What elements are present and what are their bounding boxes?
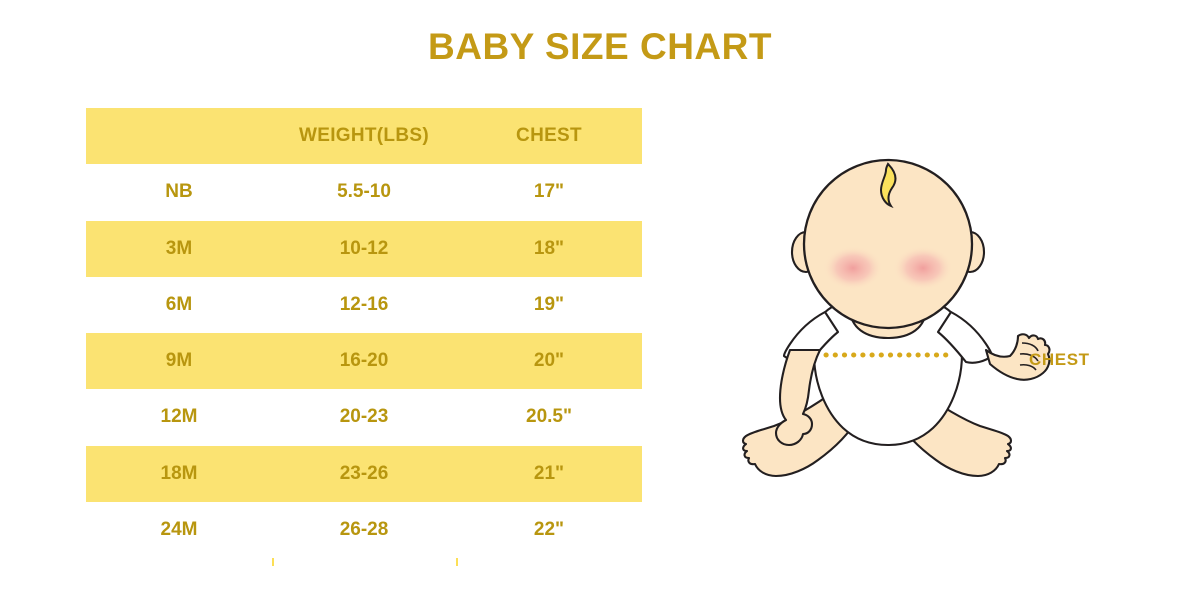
cell-size: 24M — [86, 501, 272, 558]
cell-size: 3M — [86, 220, 272, 277]
baby-onesie — [782, 294, 994, 447]
cell-chest: 20.5" — [456, 389, 642, 446]
table-row: NB 5.5-10 17" — [86, 164, 642, 221]
cell-weight: 26-28 — [272, 501, 456, 558]
table-row: 6M 12-16 19" — [86, 276, 642, 333]
cell-weight: 5.5-10 — [272, 164, 456, 221]
baby-illustration — [718, 140, 1058, 480]
table-row: 18M 23-26 21" — [86, 445, 642, 502]
chest-label: CHEST — [1029, 350, 1090, 369]
cell-chest: 20" — [456, 333, 642, 390]
table-row: 24M 26-28 22" — [86, 501, 642, 558]
size-table-container: WEIGHT(LBS) CHEST NB 5.5-10 17" 3M 10-12… — [86, 108, 642, 566]
cell-weight: 10-12 — [272, 220, 456, 277]
cell-size: 18M — [86, 445, 272, 502]
header-size — [86, 108, 272, 165]
table-row: 12M 20-23 20.5" — [86, 389, 642, 446]
cell-chest: 17" — [456, 164, 642, 221]
hair-curl-icon — [879, 162, 897, 209]
cell-size: 12M — [86, 389, 272, 446]
cell-chest: 21" — [456, 445, 642, 502]
right-cheek — [893, 246, 953, 290]
header-chest: CHEST — [456, 108, 642, 165]
cell-size: 9M — [86, 333, 272, 390]
cell-weight: 16-20 — [272, 333, 456, 390]
cell-weight: 23-26 — [272, 445, 456, 502]
left-cheek — [823, 246, 883, 290]
cell-chest: 19" — [456, 276, 642, 333]
cell-weight: 12-16 — [272, 276, 456, 333]
table-header-row: WEIGHT(LBS) CHEST — [86, 108, 642, 165]
table-row: 3M 10-12 18" — [86, 220, 642, 277]
cell-size: NB — [86, 164, 272, 221]
baby-left-arm — [774, 348, 822, 447]
table-row: 9M 16-20 20" — [86, 333, 642, 390]
cell-chest: 22" — [456, 501, 642, 558]
baby-size-table: WEIGHT(LBS) CHEST NB 5.5-10 17" 3M 10-12… — [86, 108, 642, 558]
page-title: BABY SIZE CHART — [428, 26, 772, 67]
cell-chest: 18" — [456, 220, 642, 277]
baby-svg — [741, 158, 1051, 478]
cell-size: 6M — [86, 276, 272, 333]
baby-head — [802, 158, 974, 330]
cell-weight: 20-23 — [272, 389, 456, 446]
baby-right-arm — [984, 333, 1051, 381]
header-weight: WEIGHT(LBS) — [272, 108, 456, 165]
